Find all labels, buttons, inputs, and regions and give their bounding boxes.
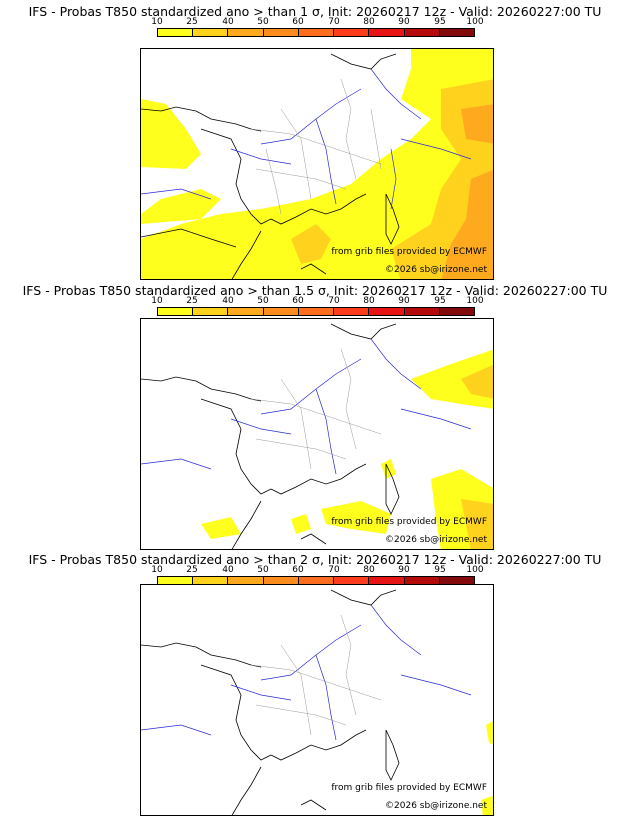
colorbar-segment — [228, 308, 264, 315]
colorbar-segment — [193, 577, 229, 584]
colorbar-tick: 90 — [398, 17, 410, 27]
panel-3: IFS - Probas T850 standardized ano > tha… — [0, 552, 630, 824]
colorbar-tick: 95 — [434, 565, 446, 575]
colorbar-segment — [298, 577, 335, 584]
colorbar-segment — [369, 577, 405, 584]
colorbar — [157, 28, 475, 37]
map-graphic — [141, 49, 493, 279]
colorbar-tick: 10 — [151, 296, 163, 306]
colorbar-segment — [263, 577, 299, 584]
colorbar-segment — [298, 29, 335, 36]
panel-title: IFS - Probas T850 standardized ano > tha… — [22, 283, 608, 298]
colorbar-segment — [298, 308, 335, 315]
panel-title: IFS - Probas T850 standardized ano > tha… — [28, 4, 602, 19]
colorbar-segment — [158, 29, 194, 36]
colorbar-ticks: 10 25 40 50 60 70 80 90 95 100 — [151, 17, 483, 28]
colorbar-tick: 70 — [328, 565, 340, 575]
colorbar-tick: 70 — [328, 17, 340, 27]
colorbar-tick: 40 — [222, 565, 234, 575]
probability-map: from grib files provided by ECMWF ©2026 … — [140, 48, 494, 280]
map-graphic — [141, 323, 493, 549]
colorbar-segment — [158, 577, 194, 584]
colorbar-segment — [334, 29, 370, 36]
colorbar-segment — [404, 29, 440, 36]
colorbar-segment — [263, 308, 299, 315]
colorbar-segment — [404, 577, 440, 584]
colorbar-tick: 40 — [222, 17, 234, 27]
colorbar — [157, 307, 475, 316]
colorbar-segment — [228, 577, 264, 584]
colorbar-segment — [228, 29, 264, 36]
colorbar-segment — [404, 308, 440, 315]
colorbar-tick: 60 — [292, 17, 304, 27]
panel-2: IFS - Probas T850 standardized ano > tha… — [0, 283, 630, 550]
colorbar-segment — [369, 29, 405, 36]
colorbar-tick: 95 — [434, 17, 446, 27]
colorbar-tick: 40 — [222, 296, 234, 306]
colorbar-segment — [439, 308, 474, 315]
copyright: ©2026 sb@irizone.net — [385, 265, 487, 275]
colorbar-tick: 60 — [292, 565, 304, 575]
colorbar-segment — [158, 308, 194, 315]
colorbar-tick: 90 — [398, 296, 410, 306]
colorbar-tick: 60 — [292, 296, 304, 306]
colorbar-tick: 25 — [186, 17, 198, 27]
colorbar-tick: 10 — [151, 17, 163, 27]
colorbar-segment — [193, 29, 229, 36]
copyright: ©2026 sb@irizone.net — [385, 535, 487, 545]
colorbar-segment — [369, 308, 405, 315]
panel-1: IFS - Probas T850 standardized ano > tha… — [0, 4, 630, 280]
source-credit: from grib files provided by ECMWF — [331, 783, 487, 793]
colorbar-tick: 10 — [151, 565, 163, 575]
probability-map: from grib files provided by ECMWF ©2026 … — [140, 318, 494, 550]
colorbar-tick: 25 — [186, 565, 198, 575]
colorbar-ticks: 10 25 40 50 60 70 80 90 95 100 — [151, 296, 483, 307]
probability-map: from grib files provided by ECMWF ©2026 … — [140, 584, 494, 816]
colorbar-tick: 70 — [328, 296, 340, 306]
colorbar-segment — [334, 308, 370, 315]
colorbar-tick: 50 — [257, 565, 269, 575]
colorbar-segment — [193, 308, 229, 315]
colorbar-tick: 95 — [434, 296, 446, 306]
colorbar-segment — [439, 29, 474, 36]
colorbar-segment — [439, 577, 474, 584]
colorbar-segment — [263, 29, 299, 36]
copyright: ©2026 sb@irizone.net — [385, 801, 487, 811]
colorbar-tick: 90 — [398, 565, 410, 575]
colorbar-tick: 100 — [466, 565, 484, 575]
colorbar-ticks: 10 25 40 50 60 70 80 90 95 100 — [151, 565, 483, 576]
source-credit: from grib files provided by ECMWF — [331, 517, 487, 527]
colorbar-tick: 100 — [466, 296, 484, 306]
colorbar-tick: 100 — [466, 17, 484, 27]
source-credit: from grib files provided by ECMWF — [331, 247, 487, 257]
colorbar-tick: 50 — [257, 17, 269, 27]
colorbar-tick: 25 — [186, 296, 198, 306]
colorbar-tick: 80 — [363, 17, 375, 27]
panel-title: IFS - Probas T850 standardized ano > tha… — [28, 552, 602, 567]
map-graphic — [141, 589, 493, 815]
colorbar-tick: 80 — [363, 296, 375, 306]
colorbar-tick: 80 — [363, 565, 375, 575]
colorbar-segment — [334, 577, 370, 584]
colorbar-tick: 50 — [257, 296, 269, 306]
